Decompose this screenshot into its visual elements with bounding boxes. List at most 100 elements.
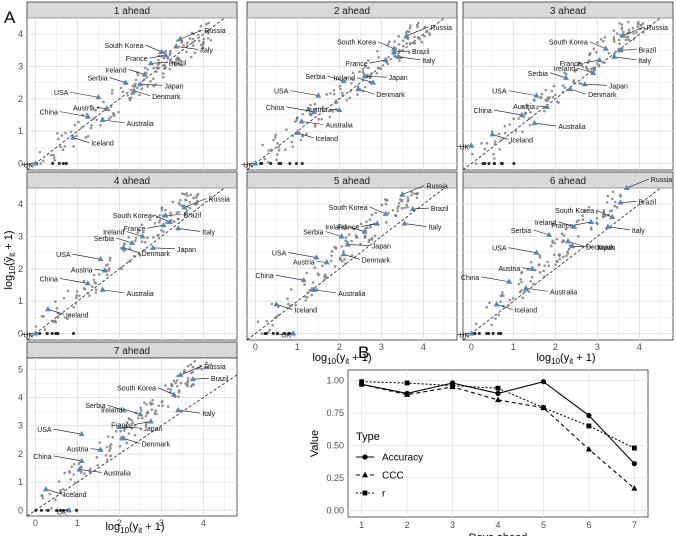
country-marker <box>32 160 39 166</box>
data-point <box>186 194 189 198</box>
country-label: Italy <box>422 58 435 65</box>
label-leader <box>492 134 509 140</box>
data-point <box>580 63 584 66</box>
data-point <box>361 70 364 74</box>
data-point <box>380 203 384 207</box>
data-point <box>108 449 111 452</box>
data-point <box>405 203 409 207</box>
data-point <box>483 162 487 166</box>
data-point <box>323 275 326 278</box>
country-label: Russia <box>204 28 226 35</box>
country-label: Denmark <box>588 92 617 99</box>
data-point <box>304 299 308 302</box>
data-point <box>118 444 122 448</box>
data-point <box>53 156 56 159</box>
data-point <box>64 162 68 166</box>
data-point <box>532 282 535 286</box>
country-label: Serbia <box>85 403 105 410</box>
data-point <box>572 80 575 84</box>
data-point <box>164 384 167 387</box>
country-label: France <box>124 226 146 233</box>
data-point <box>554 263 557 266</box>
data-point <box>108 267 111 270</box>
country-label: France <box>126 56 148 63</box>
data-point <box>537 263 541 267</box>
country-marker <box>336 106 343 113</box>
data-point <box>45 332 49 336</box>
data-point <box>290 303 294 307</box>
data-point <box>589 226 593 230</box>
data-point <box>503 124 507 128</box>
country-marker <box>374 220 381 226</box>
data-point <box>529 279 532 283</box>
data-point <box>607 52 611 55</box>
data-point <box>98 441 101 444</box>
data-point <box>128 247 132 250</box>
data-point <box>111 111 115 115</box>
data-point <box>78 294 81 298</box>
data-point <box>592 66 596 69</box>
data-point <box>104 454 108 457</box>
label-leader <box>102 119 125 124</box>
data-point <box>588 53 591 57</box>
label-leader <box>584 83 607 86</box>
data-point <box>521 296 525 299</box>
data-point <box>60 134 64 137</box>
label-leader <box>620 49 637 51</box>
data-point <box>134 239 137 243</box>
data-point <box>139 427 143 431</box>
panel-title: 1 ahead <box>114 6 150 17</box>
data-point <box>153 411 157 415</box>
data-point <box>166 387 170 391</box>
label-leader <box>124 409 141 415</box>
data-point <box>305 271 309 275</box>
country-marker <box>131 87 138 93</box>
label-leader <box>178 228 201 232</box>
label-leader <box>152 247 176 250</box>
data-point <box>106 458 109 462</box>
label-leader <box>570 88 587 95</box>
data-point <box>177 395 180 398</box>
data-point <box>74 296 78 300</box>
data-point <box>138 253 142 257</box>
data-point <box>149 401 152 405</box>
data-point <box>294 162 298 166</box>
label-leader <box>412 207 429 210</box>
data-point <box>206 366 209 370</box>
data-point <box>209 38 213 42</box>
data-point <box>34 325 38 328</box>
data-point <box>94 281 98 285</box>
data-point <box>425 30 428 33</box>
data-point <box>132 254 136 258</box>
data-point <box>128 259 131 263</box>
country-label: Australia <box>550 289 577 296</box>
series-point <box>586 423 592 429</box>
data-point <box>272 138 275 142</box>
data-point <box>50 506 53 510</box>
country-marker <box>361 228 368 234</box>
legend-marker <box>362 471 368 478</box>
data-point <box>518 290 522 294</box>
data-point <box>605 201 609 204</box>
data-point <box>471 152 474 156</box>
scatter-panel-7: 7 ahead 0 1 2 3 4 5 0 1 2 3 4 Russia Brazil South Kore… <box>18 341 238 528</box>
data-point <box>612 29 616 32</box>
data-point <box>141 230 145 234</box>
country-label: UK <box>281 333 291 340</box>
data-point <box>374 211 378 215</box>
data-point <box>400 198 404 202</box>
data-point <box>192 196 195 200</box>
data-point <box>483 147 487 151</box>
data-point <box>186 383 189 387</box>
plot-area <box>26 357 238 517</box>
x-tick-label: 1 <box>359 520 364 530</box>
data-point <box>122 249 125 252</box>
label-leader <box>21 333 36 335</box>
data-point <box>338 84 342 88</box>
y-tick-label: 3 <box>18 62 23 72</box>
country-label: Brazil <box>431 206 449 213</box>
data-point <box>350 239 353 243</box>
country-marker <box>604 223 611 229</box>
data-point <box>139 406 142 410</box>
label-leader <box>54 510 70 512</box>
